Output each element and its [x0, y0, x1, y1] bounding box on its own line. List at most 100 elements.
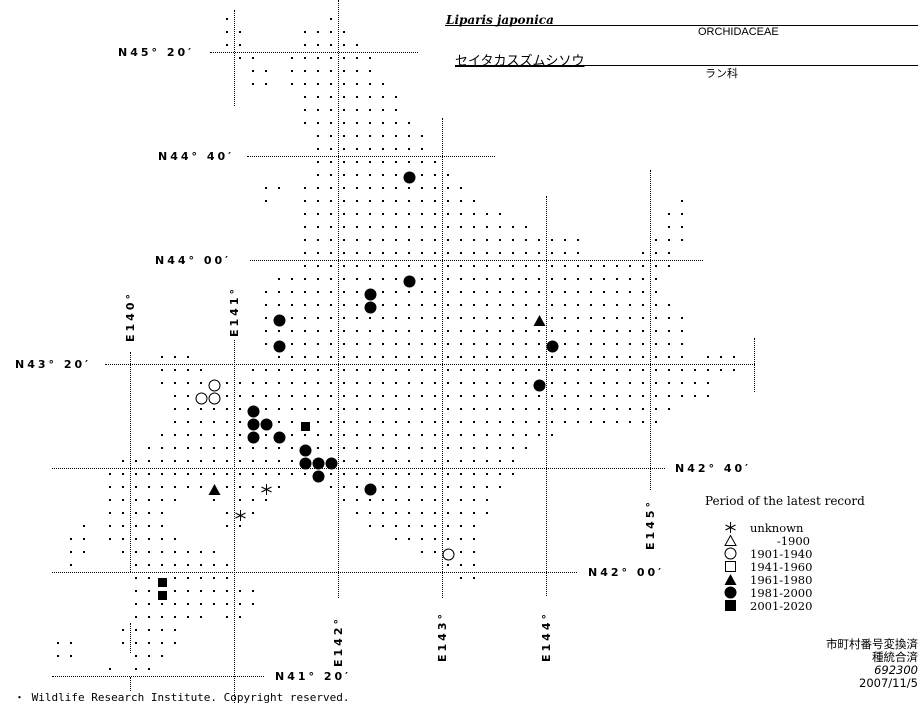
land-mesh-dot	[265, 460, 267, 462]
land-mesh-dot	[460, 447, 462, 449]
land-mesh-dot	[590, 317, 592, 319]
land-mesh-dot	[57, 655, 59, 657]
land-mesh-dot	[447, 512, 449, 514]
land-mesh-dot	[421, 265, 423, 267]
land-mesh-dot	[655, 408, 657, 410]
land-mesh-dot	[447, 291, 449, 293]
land-mesh-dot	[109, 499, 111, 501]
land-mesh-dot	[408, 135, 410, 137]
record-marker-filled-circle	[260, 416, 273, 435]
land-mesh-dot	[655, 291, 657, 293]
longitude-line-146	[754, 338, 755, 392]
land-mesh-dot	[148, 564, 150, 566]
land-mesh-dot	[226, 590, 228, 592]
land-mesh-dot	[343, 330, 345, 332]
land-mesh-dot	[421, 252, 423, 254]
land-mesh-dot	[525, 382, 527, 384]
land-mesh-dot	[343, 473, 345, 475]
land-mesh-dot	[512, 239, 514, 241]
land-mesh-dot	[304, 122, 306, 124]
land-mesh-dot	[369, 70, 371, 72]
land-mesh-dot	[278, 447, 280, 449]
land-mesh-dot	[629, 343, 631, 345]
meta-block: 市町村番号変換済 種統合済 692300 2007/11/5	[826, 638, 918, 690]
land-mesh-dot	[668, 343, 670, 345]
land-mesh-dot	[252, 382, 254, 384]
land-mesh-dot	[200, 421, 202, 423]
record-marker-filled-square	[157, 586, 168, 605]
land-mesh-dot	[369, 382, 371, 384]
land-mesh-dot	[161, 525, 163, 527]
land-mesh-dot	[577, 317, 579, 319]
land-mesh-dot	[486, 369, 488, 371]
land-mesh-dot	[382, 226, 384, 228]
land-mesh-dot	[239, 434, 241, 436]
land-mesh-dot	[135, 577, 137, 579]
land-mesh-dot	[525, 421, 527, 423]
land-mesh-dot	[161, 655, 163, 657]
land-mesh-dot	[421, 343, 423, 345]
land-mesh-dot	[421, 330, 423, 332]
land-mesh-dot	[564, 265, 566, 267]
land-mesh-dot	[525, 317, 527, 319]
land-mesh-dot	[369, 343, 371, 345]
land-mesh-dot	[395, 122, 397, 124]
land-mesh-dot	[122, 551, 124, 553]
land-mesh-dot	[564, 278, 566, 280]
land-mesh-dot	[551, 278, 553, 280]
land-mesh-dot	[603, 317, 605, 319]
land-mesh-dot	[447, 369, 449, 371]
land-mesh-dot	[434, 252, 436, 254]
land-mesh-dot	[304, 252, 306, 254]
land-mesh-dot	[135, 590, 137, 592]
longitude-line-144	[546, 196, 547, 596]
land-mesh-dot	[564, 343, 566, 345]
land-mesh-dot	[512, 304, 514, 306]
land-mesh-dot	[291, 434, 293, 436]
land-mesh-dot	[642, 408, 644, 410]
land-mesh-dot	[512, 382, 514, 384]
scientific-name: Liparis japonica	[446, 13, 554, 27]
land-mesh-dot	[200, 564, 202, 566]
land-mesh-dot	[356, 473, 358, 475]
land-mesh-dot	[291, 330, 293, 332]
land-mesh-dot	[174, 538, 176, 540]
land-mesh-dot	[473, 460, 475, 462]
land-mesh-dot	[356, 330, 358, 332]
land-mesh-dot	[330, 356, 332, 358]
land-mesh-dot	[122, 460, 124, 462]
land-mesh-dot	[330, 304, 332, 306]
land-mesh-dot	[616, 369, 618, 371]
land-mesh-dot	[395, 161, 397, 163]
land-mesh-dot	[707, 369, 709, 371]
land-mesh-dot	[317, 83, 319, 85]
legend-title: Period of the latest record	[705, 494, 865, 508]
land-mesh-dot	[395, 512, 397, 514]
land-mesh-dot	[200, 603, 202, 605]
land-mesh-dot	[200, 382, 202, 384]
land-mesh-dot	[434, 382, 436, 384]
land-mesh-dot	[408, 525, 410, 527]
land-mesh-dot	[525, 395, 527, 397]
land-mesh-dot	[239, 421, 241, 423]
land-mesh-dot	[109, 512, 111, 514]
land-mesh-dot	[499, 369, 501, 371]
land-mesh-dot	[460, 226, 462, 228]
legend-label: -1900	[776, 533, 810, 548]
land-mesh-dot	[486, 408, 488, 410]
land-mesh-dot	[512, 473, 514, 475]
land-mesh-dot	[226, 603, 228, 605]
land-mesh-dot	[213, 564, 215, 566]
land-mesh-dot	[200, 460, 202, 462]
land-mesh-dot	[499, 395, 501, 397]
land-mesh-dot	[577, 252, 579, 254]
land-mesh-dot	[473, 213, 475, 215]
land-mesh-dot	[161, 603, 163, 605]
land-mesh-dot	[499, 447, 501, 449]
land-mesh-dot	[434, 161, 436, 163]
land-mesh-dot	[356, 460, 358, 462]
land-mesh-dot	[603, 304, 605, 306]
land-mesh-dot	[486, 499, 488, 501]
family-name-en: ORCHIDACEAE	[698, 26, 779, 38]
land-mesh-dot	[330, 213, 332, 215]
